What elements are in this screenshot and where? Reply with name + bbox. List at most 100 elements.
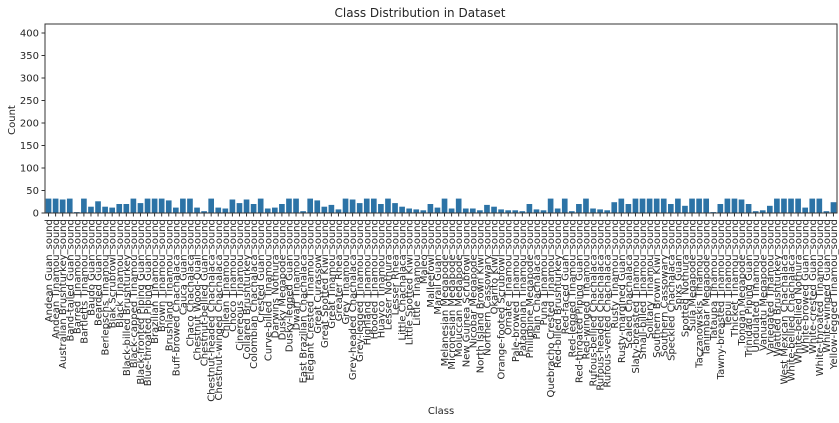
- bar: [526, 204, 533, 213]
- x-tick-label: Melanesian Megapode_sound: [440, 219, 451, 366]
- x-tick-label: Vanuatu Megapode_sound: [758, 219, 769, 351]
- x-tick-label: Black-fronted Piping Guan_sound: [136, 219, 147, 385]
- bar: [66, 198, 73, 213]
- bar: [703, 198, 710, 213]
- x-tick-label: Chestnut Wood-Quail_sound: [193, 219, 204, 360]
- x-tick-label: Okarito Kiwi_sound: [490, 219, 501, 314]
- bar: [689, 198, 695, 213]
- bar: [448, 208, 455, 213]
- bar: [823, 211, 830, 213]
- bar: [158, 198, 165, 213]
- x-tick-label: White-winged Guan_sound: [822, 219, 833, 353]
- x-axis-label: Class: [428, 406, 454, 417]
- y-tick-label: 400: [20, 29, 39, 40]
- x-tick-label: White-browed Guan_sound: [801, 219, 812, 354]
- x-tick-label: Little Tinamou_sound: [412, 219, 423, 326]
- x-tick-label: Little Chachalaca_sound: [398, 219, 409, 341]
- x-tick-label: Dwarf Tinamou_sound: [292, 219, 303, 330]
- x-tick-label: Undulated Tinamou_sound: [751, 219, 762, 352]
- x-tick-label: Patagonian Tinamou_sound: [518, 219, 529, 357]
- bar: [646, 198, 653, 213]
- bar: [434, 207, 441, 213]
- x-tick-label: Taczanowskis Tinamou_sound: [695, 219, 706, 369]
- bar: [802, 207, 809, 213]
- y-tick-label: 100: [20, 164, 39, 175]
- bar: [788, 198, 794, 213]
- x-tick-label: Brown Tinamou_sound: [157, 219, 168, 332]
- bar: [215, 207, 222, 213]
- x-tick-label: Marail Guan_sound: [433, 219, 444, 315]
- bar: [187, 198, 193, 213]
- bar: [455, 198, 462, 213]
- x-tick-label: Chilean Tinamou_sound: [221, 219, 232, 338]
- bar: [257, 198, 264, 213]
- x-tick-label: Bartletts Tinamou_sound: [79, 219, 90, 344]
- x-tick-label: Moluccan Megapode_sound: [454, 219, 465, 357]
- bar: [766, 205, 773, 213]
- x-tick-label: Red-faced Guan_sound: [560, 219, 571, 334]
- bar: [653, 198, 660, 213]
- bar: [738, 199, 745, 213]
- x-tick-label: Red-throated Piping Guan_sound: [574, 219, 585, 383]
- x-tick-label: Red-legged Tinamou_sound: [567, 219, 578, 358]
- x-tick-label: Plain Chachalaca_sound: [532, 219, 543, 340]
- x-tick-label: Cinereous Tinamou_sound: [235, 219, 246, 351]
- x-tick-label: Blue-throated Piping Guan_sound: [143, 219, 154, 386]
- x-tick-label: Trinidad Piping Guan_sound: [744, 219, 755, 358]
- bar: [236, 203, 243, 213]
- bar: [307, 198, 314, 213]
- bar: [795, 198, 801, 213]
- bar: [180, 198, 186, 213]
- bar: [639, 198, 646, 213]
- bar: [363, 198, 370, 213]
- x-tick-label: North Island Brown Kiwi_sound: [475, 219, 486, 373]
- bar: [667, 204, 674, 213]
- x-tick-label: White-bellied Chachalaca_sound: [787, 219, 798, 382]
- plot-frame: [44, 23, 838, 214]
- bar: [660, 198, 667, 213]
- y-axis-label: Count: [7, 105, 18, 135]
- x-tick-label: Puna Tinamou_sound: [539, 219, 550, 325]
- bar: [781, 198, 787, 213]
- bar: [279, 204, 285, 213]
- bar: [328, 204, 335, 213]
- x-tick-label: Rusty Tinamou_sound: [610, 219, 621, 329]
- bar: [554, 208, 561, 213]
- x-tick-label: Buff-browed Chachalaca_sound: [171, 219, 182, 376]
- bar: [109, 207, 116, 213]
- bar: [724, 198, 731, 213]
- x-tick-label: Scaled Chachalaca_sound: [624, 219, 635, 349]
- x-tick-label: Great Curassow_sound: [313, 219, 324, 334]
- bar: [583, 198, 589, 213]
- x-tick-label: Great Spotted Kiwi_sound: [320, 219, 331, 348]
- y-tick-label: 350: [20, 51, 39, 62]
- x-tick-label: Spixs Guan_sound: [673, 219, 684, 311]
- bar: [413, 209, 420, 213]
- bar: [95, 201, 101, 213]
- bar: [441, 198, 448, 213]
- x-tick-label: West Mexican Chachalaca_sound: [779, 219, 790, 385]
- bar: [611, 202, 618, 213]
- bar: [130, 198, 137, 213]
- x-tick-label: White-throated Tinamou_sound: [815, 219, 826, 376]
- x-tick-label: Red-billed Brushturkey_sound: [553, 219, 564, 368]
- bar: [208, 198, 215, 213]
- x-tick-label: Quebracho Crested Tinamou_sound: [546, 219, 557, 398]
- y-tick-label: 150: [20, 141, 39, 152]
- x-tick-label: Nicobar Megapode_sound: [468, 219, 479, 348]
- y-tick-label: 200: [20, 119, 39, 130]
- bar: [172, 207, 179, 213]
- bar: [717, 204, 724, 213]
- x-tick-label: Pale-browed Tinamou_sound: [511, 219, 522, 362]
- bar: [420, 210, 427, 213]
- x-tick-label: Solitary Tinamou_sound: [645, 219, 656, 339]
- x-tick-label: Tataupa Tinamou_sound: [709, 219, 720, 341]
- bar: [774, 198, 780, 213]
- x-tick-label: Speckled Chachalaca_sound: [666, 219, 677, 361]
- y-tick-label: 0: [33, 209, 39, 220]
- x-tick-label: East Brazilian Chachalaca_sound: [299, 219, 310, 383]
- bar: [512, 210, 519, 213]
- bar: [568, 211, 575, 213]
- x-tick-label: Rufous-headed Chachalaca_sound: [596, 219, 607, 391]
- bar: [229, 199, 236, 213]
